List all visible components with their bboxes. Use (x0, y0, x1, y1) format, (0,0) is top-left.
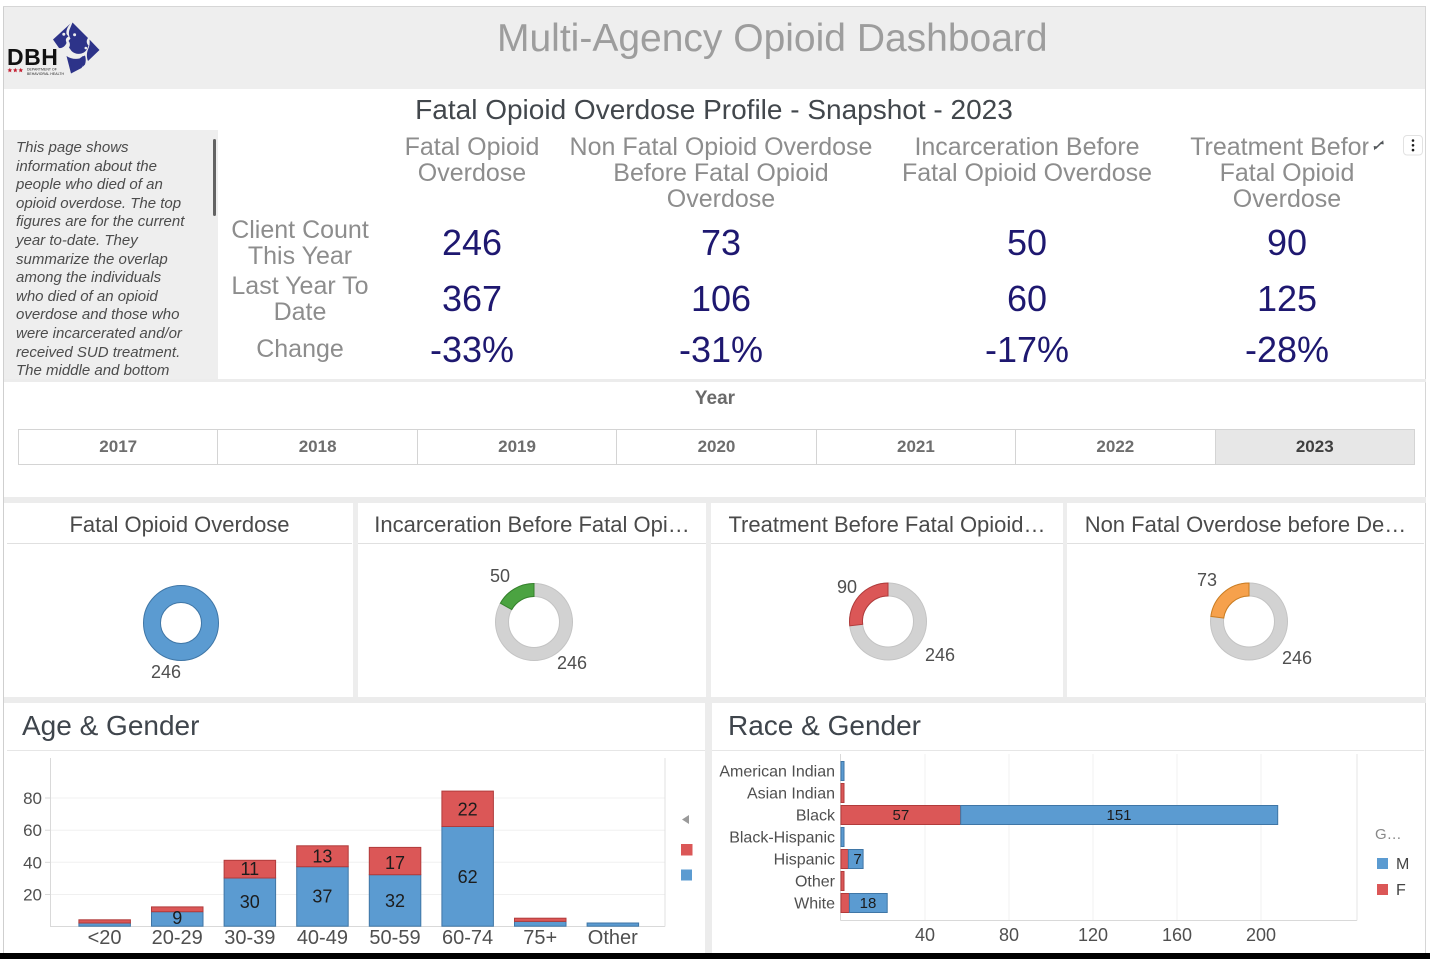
svg-text:151: 151 (1106, 807, 1131, 824)
svg-text:57: 57 (893, 807, 910, 824)
svg-text:246: 246 (151, 662, 181, 682)
svg-text:Hispanic: Hispanic (774, 852, 835, 869)
svg-text:246: 246 (1282, 648, 1312, 668)
svg-text:120: 120 (1078, 925, 1108, 945)
svg-text:37: 37 (312, 887, 332, 907)
svg-text:13: 13 (312, 846, 332, 866)
svg-text:M: M (1396, 856, 1409, 873)
svg-text:20-29: 20-29 (152, 927, 203, 949)
svg-text:22: 22 (458, 800, 478, 820)
svg-text:Asian Indian: Asian Indian (747, 786, 835, 803)
svg-text:32: 32 (385, 891, 405, 911)
svg-text:40: 40 (23, 853, 42, 872)
svg-text:73: 73 (1197, 570, 1217, 590)
svg-text:<20: <20 (88, 927, 122, 949)
svg-text:F: F (1396, 882, 1406, 899)
svg-text:DEPARTMENT OF: DEPARTMENT OF (27, 67, 57, 71)
svg-text:246: 246 (557, 653, 587, 673)
svg-text:7: 7 (853, 851, 861, 868)
svg-text:50: 50 (490, 566, 510, 586)
svg-text:40: 40 (915, 925, 935, 945)
svg-text:18: 18 (860, 895, 877, 912)
svg-text:62: 62 (458, 867, 478, 887)
svg-text:Black: Black (796, 808, 836, 825)
svg-text:Other: Other (795, 874, 836, 891)
svg-text:160: 160 (1162, 925, 1192, 945)
svg-text:Black-Hispanic: Black-Hispanic (729, 830, 835, 847)
svg-text:American Indian: American Indian (719, 764, 835, 781)
svg-text:BEHAVIORAL HEALTH: BEHAVIORAL HEALTH (27, 72, 65, 76)
svg-text:75+: 75+ (523, 927, 557, 949)
svg-text:200: 200 (1246, 925, 1276, 945)
svg-text:30-39: 30-39 (224, 927, 275, 949)
svg-text:17: 17 (385, 853, 405, 873)
svg-text:60: 60 (23, 821, 42, 840)
svg-text:40-49: 40-49 (297, 927, 348, 949)
svg-text:80: 80 (23, 789, 42, 808)
svg-text:White: White (794, 896, 835, 913)
svg-text:60-74: 60-74 (442, 927, 493, 949)
svg-text:50-59: 50-59 (369, 927, 420, 949)
svg-text:9: 9 (172, 908, 182, 928)
svg-text:90: 90 (837, 577, 857, 597)
svg-text:30: 30 (240, 892, 260, 912)
svg-text:11: 11 (240, 859, 259, 879)
svg-text:G…: G… (1375, 826, 1402, 843)
svg-text:Other: Other (588, 927, 638, 949)
svg-text:20: 20 (23, 886, 42, 905)
svg-text:246: 246 (925, 645, 955, 665)
svg-text:80: 80 (999, 925, 1019, 945)
